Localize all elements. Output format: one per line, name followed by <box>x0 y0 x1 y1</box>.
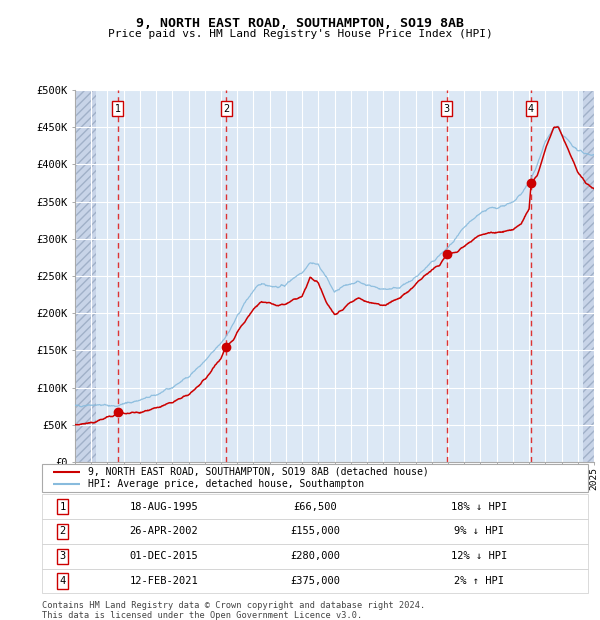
Text: Contains HM Land Registry data © Crown copyright and database right 2024.
This d: Contains HM Land Registry data © Crown c… <box>42 601 425 620</box>
Text: 12% ↓ HPI: 12% ↓ HPI <box>451 551 507 561</box>
Text: HPI: Average price, detached house, Southampton: HPI: Average price, detached house, Sout… <box>88 479 365 489</box>
Text: 2: 2 <box>59 526 66 536</box>
Text: Price paid vs. HM Land Registry's House Price Index (HPI): Price paid vs. HM Land Registry's House … <box>107 29 493 39</box>
Text: 1: 1 <box>115 104 121 113</box>
Bar <box>583 90 594 462</box>
Text: 18-AUG-1995: 18-AUG-1995 <box>130 502 198 512</box>
Text: 26-APR-2002: 26-APR-2002 <box>130 526 198 536</box>
Text: 3: 3 <box>443 104 450 113</box>
FancyBboxPatch shape <box>42 569 588 593</box>
Bar <box>583 90 594 462</box>
Text: 2: 2 <box>223 104 229 113</box>
Text: £66,500: £66,500 <box>293 502 337 512</box>
FancyBboxPatch shape <box>42 464 588 492</box>
Text: £280,000: £280,000 <box>290 551 340 561</box>
Text: 9, NORTH EAST ROAD, SOUTHAMPTON, SO19 8AB: 9, NORTH EAST ROAD, SOUTHAMPTON, SO19 8A… <box>136 17 464 30</box>
Text: 1: 1 <box>59 502 66 512</box>
FancyBboxPatch shape <box>42 519 588 544</box>
Text: 9% ↓ HPI: 9% ↓ HPI <box>454 526 504 536</box>
FancyBboxPatch shape <box>42 494 588 519</box>
Text: 01-DEC-2015: 01-DEC-2015 <box>130 551 198 561</box>
Text: £375,000: £375,000 <box>290 576 340 586</box>
Text: 2% ↑ HPI: 2% ↑ HPI <box>454 576 504 586</box>
FancyBboxPatch shape <box>42 544 588 569</box>
Text: 4: 4 <box>59 576 66 586</box>
Text: 9, NORTH EAST ROAD, SOUTHAMPTON, SO19 8AB (detached house): 9, NORTH EAST ROAD, SOUTHAMPTON, SO19 8A… <box>88 467 429 477</box>
Text: £155,000: £155,000 <box>290 526 340 536</box>
Text: 12-FEB-2021: 12-FEB-2021 <box>130 576 198 586</box>
Text: 18% ↓ HPI: 18% ↓ HPI <box>451 502 507 512</box>
Bar <box>75 90 96 462</box>
Text: 3: 3 <box>59 551 66 561</box>
Bar <box>75 90 96 462</box>
Text: 4: 4 <box>528 104 534 113</box>
